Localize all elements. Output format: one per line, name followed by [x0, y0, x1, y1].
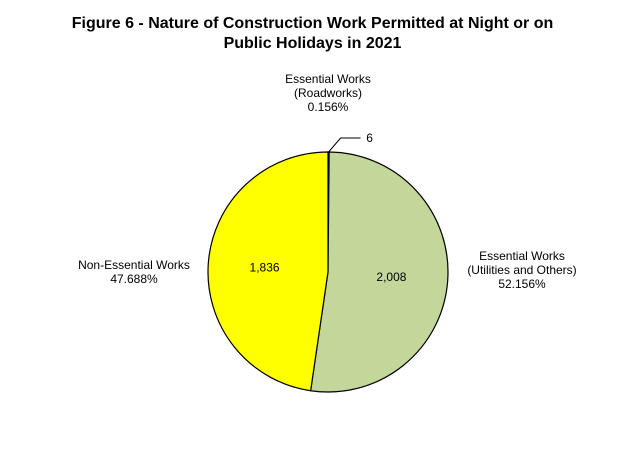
- pie-slice-utilities: [309, 151, 449, 393]
- category-label-utilities-line-1: Essential Works: [479, 249, 565, 263]
- category-percent-non-essential: 47.688%: [110, 272, 158, 286]
- chart-title: Figure 6 - Nature of Construction Work P…: [0, 14, 625, 54]
- category-percent-roadworks: 0.156%: [307, 100, 349, 114]
- category-label-utilities-line-2: (Utilities and Others): [467, 263, 577, 277]
- category-label-roadworks: Essential Works (Roadworks) 0.156%: [258, 72, 398, 114]
- category-label-utilities: Essential Works (Utilities and Others) 5…: [452, 249, 592, 291]
- category-label-non-essential: Non-Essential Works 47.688%: [64, 258, 204, 286]
- category-label-roadworks-line-1: Essential Works: [285, 72, 371, 86]
- value-label-non-essential: 1,836: [250, 260, 280, 274]
- pie-slice-non-essential: [207, 151, 329, 392]
- category-label-non-essential-line-1: Non-Essential Works: [78, 258, 190, 272]
- leader-line-roadworks: [328, 137, 361, 153]
- value-label-utilities: 2,008: [376, 270, 406, 284]
- category-percent-utilities: 52.156%: [498, 277, 546, 291]
- chart-title-line-2: Public Holidays in 2021: [223, 35, 402, 52]
- chart-title-line-1: Figure 6 - Nature of Construction Work P…: [71, 15, 554, 32]
- value-label-roadworks: 6: [366, 131, 373, 145]
- category-label-roadworks-line-2: (Roadworks): [293, 86, 362, 100]
